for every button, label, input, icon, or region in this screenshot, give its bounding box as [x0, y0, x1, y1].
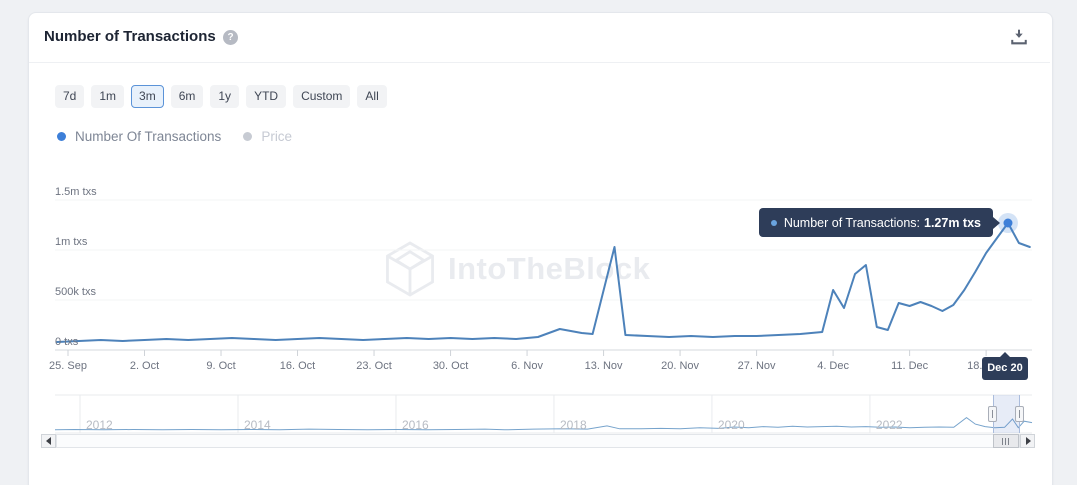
watermark: IntoTheBlock — [384, 240, 650, 298]
x-axis-label: 4. Dec — [817, 360, 849, 372]
range-button-all[interactable]: All — [357, 85, 387, 108]
watermark-text: IntoTheBlock — [448, 251, 651, 286]
navigator-left-handle[interactable] — [988, 406, 998, 422]
x-axis-date-badge: Dec 20 — [981, 352, 1028, 380]
range-button-1y[interactable]: 1y — [210, 85, 240, 108]
chart-legend: Number Of Transactions Price — [57, 129, 292, 144]
x-axis-label: 27. Nov — [737, 360, 776, 372]
navigator-right-handle[interactable] — [1014, 406, 1024, 422]
x-axis-label: 20. Nov — [661, 360, 700, 372]
scrollbar-thumb[interactable] — [992, 434, 1020, 448]
range-button-6m[interactable]: 6m — [170, 85, 204, 108]
legend-item-number-of-transactions[interactable]: Number Of Transactions — [57, 129, 221, 144]
navigator-year-label: 2018 — [559, 418, 587, 432]
navigator-year-label: 2014 — [243, 418, 271, 432]
itb-logo-icon — [386, 241, 434, 297]
navigator-year-label: 2022 — [875, 418, 903, 432]
x-axis-label: 6. Nov — [511, 360, 543, 372]
legend-label: Number Of Transactions — [75, 129, 222, 144]
navigator-year-label: 2016 — [401, 418, 429, 432]
y-axis-label: 500k txs — [55, 286, 96, 298]
navigator-year-label: 2020 — [717, 418, 745, 432]
x-axis-label: 30. Oct — [432, 360, 469, 372]
x-axis-label: 9. Oct — [206, 360, 236, 372]
scrollbar-right-button[interactable] — [1020, 434, 1035, 448]
legend-label: Price — [261, 129, 293, 144]
range-selector: 7d 1m 3m 6m 1y YTD Custom All — [55, 85, 387, 108]
range-button-3m[interactable]: 3m — [131, 85, 164, 108]
x-axis-label: 2. Oct — [129, 360, 160, 372]
y-axis-label: 0 txs — [55, 336, 79, 348]
legend-dot-icon — [57, 132, 66, 141]
help-icon[interactable]: ? — [223, 30, 238, 45]
x-axis-label: 11. Dec — [891, 360, 929, 372]
page-title: Number of Transactions — [44, 28, 216, 45]
navigator-year-label: 2012 — [86, 418, 113, 432]
x-axis-label: 16. Oct — [279, 360, 316, 372]
x-axis-label: 25. Sep — [49, 360, 87, 372]
download-icon — [1011, 29, 1027, 45]
range-button-ytd[interactable]: YTD — [246, 85, 287, 108]
range-button-1m[interactable]: 1m — [91, 85, 125, 108]
range-button-custom[interactable]: Custom — [293, 85, 351, 108]
y-axis-label: 1.5m txs — [55, 186, 97, 198]
left-arrow-icon — [45, 437, 51, 445]
scrollbar-track[interactable] — [56, 434, 1020, 448]
legend-dot-icon — [243, 132, 253, 141]
legend-item-price[interactable]: Price — [243, 129, 292, 144]
download-button[interactable] — [1006, 26, 1032, 50]
scrollbar-grip-icon — [1002, 437, 1011, 445]
chart-tooltip: Number of Transactions: 1.27m txs — [758, 208, 1001, 237]
y-axis-label: 1m txs — [55, 236, 88, 248]
range-button-7d[interactable]: 7d — [55, 85, 85, 108]
tooltip-series-label: Number of Transactions: — [783, 215, 920, 230]
right-arrow-icon — [1025, 437, 1031, 445]
tooltip-value: 1.27m txs — [924, 215, 981, 230]
scrollbar-left-button[interactable] — [41, 434, 56, 448]
tooltip-series-dot-icon — [770, 219, 777, 226]
header-divider — [29, 62, 1050, 63]
x-axis-label: 13. Nov — [584, 360, 623, 372]
x-axis-label: 23. Oct — [356, 360, 392, 372]
